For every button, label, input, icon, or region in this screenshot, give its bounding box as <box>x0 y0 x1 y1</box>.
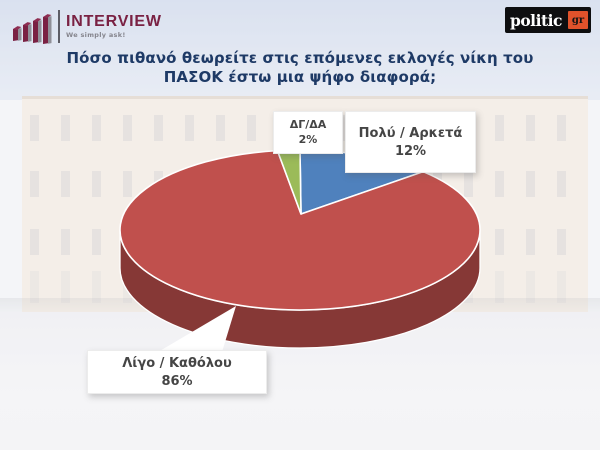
slice-percentage: 86% <box>161 373 193 389</box>
pie-slices <box>119 149 481 311</box>
slice-label: ΔΓ/ΔΑ <box>289 118 327 131</box>
slice-label: Λίγο / Καθόλου <box>122 355 232 371</box>
interview-brand-text: INTERVIEW <box>66 13 162 30</box>
pie-slice-1 <box>119 149 481 311</box>
slice-percentage: 2% <box>298 133 318 146</box>
bar-chart-icon <box>13 14 52 44</box>
interview-logo: INTERVIEW We simply ask! <box>12 8 162 44</box>
politic-logo: politic gr <box>505 7 591 33</box>
title-line-2: ΠΑΣΟΚ έστω μια ψήφο διαφορά; <box>163 68 437 86</box>
callout-label-ligo-katholou: Λίγο / Καθόλου 86% <box>87 350 267 394</box>
callout-pointer <box>158 306 236 352</box>
title-line-1: Πόσο πιθανό θεωρείτε στις επόμενες εκλογ… <box>66 49 534 67</box>
slice-label: Πολύ / Αρκετά <box>358 125 463 141</box>
politic-gr-badge: gr <box>568 11 588 29</box>
poll-question-title: Πόσο πιθανό θεωρείτε στις επόμενες εκλογ… <box>0 49 600 87</box>
callout-label-dgda: ΔΓ/ΔΑ 2% <box>273 111 343 154</box>
logo-separator <box>58 9 60 43</box>
background-sky <box>0 0 600 100</box>
callout-label-poly-arketa: Πολύ / Αρκετά 12% <box>345 111 476 173</box>
politic-brand-text: politic <box>510 10 562 30</box>
interview-tagline: We simply ask! <box>66 31 126 39</box>
slice-percentage: 12% <box>394 143 427 159</box>
